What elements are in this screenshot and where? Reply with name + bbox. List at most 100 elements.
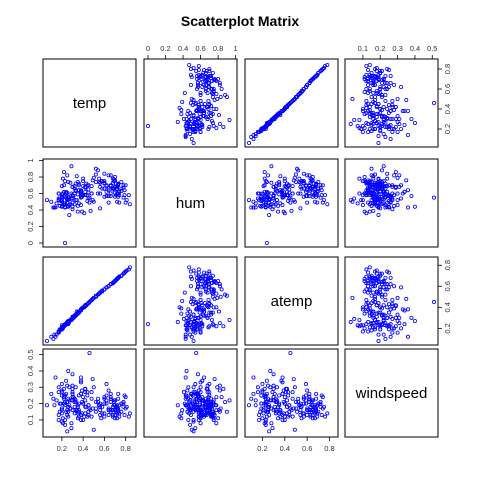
data-point	[205, 386, 210, 391]
data-point	[63, 240, 68, 245]
data-point	[431, 195, 436, 200]
tick-label: 0.2	[57, 444, 67, 453]
data-point	[217, 83, 222, 88]
tick-label: 0.5	[427, 44, 437, 53]
data-point	[110, 408, 115, 413]
data-point	[376, 73, 381, 78]
data-point	[45, 403, 50, 408]
data-point	[203, 273, 208, 278]
data-point	[266, 173, 271, 178]
data-point	[405, 109, 410, 114]
data-point	[381, 303, 386, 308]
data-point	[392, 83, 397, 88]
data-point	[216, 113, 221, 118]
data-point	[65, 198, 70, 203]
data-point	[373, 294, 378, 299]
data-point	[188, 111, 193, 116]
data-point	[56, 417, 61, 422]
bottom-axis-temp: 0.2 0.4 0.6 0.8	[57, 436, 131, 453]
data-point	[305, 406, 310, 411]
data-point	[246, 403, 251, 408]
variable-label-hum: hum	[176, 195, 205, 212]
data-point	[308, 79, 313, 84]
data-point	[264, 179, 269, 184]
data-point	[381, 332, 386, 337]
data-point	[388, 307, 393, 312]
data-point	[246, 198, 251, 203]
data-point	[373, 83, 378, 88]
data-point	[179, 306, 184, 311]
data-point	[191, 127, 196, 132]
data-point	[385, 107, 390, 112]
data-point	[188, 117, 193, 122]
data-point	[217, 122, 222, 127]
data-point	[373, 95, 378, 100]
data-point	[355, 323, 360, 328]
data-point	[214, 408, 219, 413]
data-point	[188, 309, 193, 314]
data-point	[93, 399, 98, 404]
bottom-axis-atemp: 0.2 0.4 0.6 0.8	[257, 436, 335, 453]
data-point	[90, 178, 95, 183]
data-point	[76, 183, 81, 188]
data-point	[263, 417, 268, 422]
data-point	[191, 419, 196, 424]
data-point	[108, 173, 113, 178]
data-point	[206, 99, 211, 104]
data-point	[123, 406, 128, 411]
data-point	[193, 426, 198, 431]
data-point	[305, 413, 310, 418]
data-point	[263, 201, 268, 206]
panel-frame	[143, 158, 238, 248]
data-point	[185, 388, 190, 393]
data-point	[272, 200, 277, 205]
left-axis-windspeed: 0.1 0.2 0.3 0.4 0.5	[26, 349, 44, 425]
data-point	[60, 416, 65, 421]
data-point	[202, 375, 207, 380]
tick-label: 0.2	[26, 398, 35, 408]
data-point	[191, 114, 196, 119]
data-point	[367, 202, 372, 207]
data-point	[202, 109, 207, 114]
tick-label: 0.8	[213, 44, 223, 53]
data-point	[393, 303, 398, 308]
data-point	[251, 199, 256, 204]
data-point	[198, 81, 203, 86]
data-point	[217, 388, 222, 393]
data-point	[204, 69, 209, 74]
data-point	[195, 372, 200, 377]
data-point	[366, 284, 371, 289]
data-point	[83, 303, 88, 308]
data-point	[203, 404, 208, 409]
data-point	[286, 103, 291, 108]
panel-windspeed-vs-atemp	[244, 348, 339, 438]
data-point	[227, 118, 232, 123]
data-point	[179, 108, 184, 113]
data-point	[186, 417, 191, 422]
data-point	[290, 191, 295, 196]
data-point	[379, 323, 384, 328]
data-point	[296, 93, 301, 98]
data-point	[209, 414, 214, 419]
data-point	[53, 375, 58, 380]
data-point	[73, 385, 78, 390]
data-point	[49, 334, 54, 339]
data-point	[292, 385, 297, 390]
data-point	[312, 199, 317, 204]
data-point	[195, 399, 200, 404]
data-point	[253, 133, 258, 138]
tick-label: 0.4	[280, 444, 290, 453]
data-point	[188, 323, 193, 328]
tick-label: 0.8	[443, 64, 452, 74]
data-point	[126, 193, 131, 198]
data-point	[113, 184, 118, 189]
panel-windspeed-vs-temp	[42, 348, 137, 438]
data-point	[293, 95, 298, 100]
data-point	[298, 408, 303, 413]
data-point	[203, 313, 208, 318]
data-point	[117, 403, 122, 408]
data-point	[198, 75, 203, 80]
data-point	[362, 289, 367, 294]
data-point	[122, 270, 127, 275]
data-point	[348, 198, 353, 203]
